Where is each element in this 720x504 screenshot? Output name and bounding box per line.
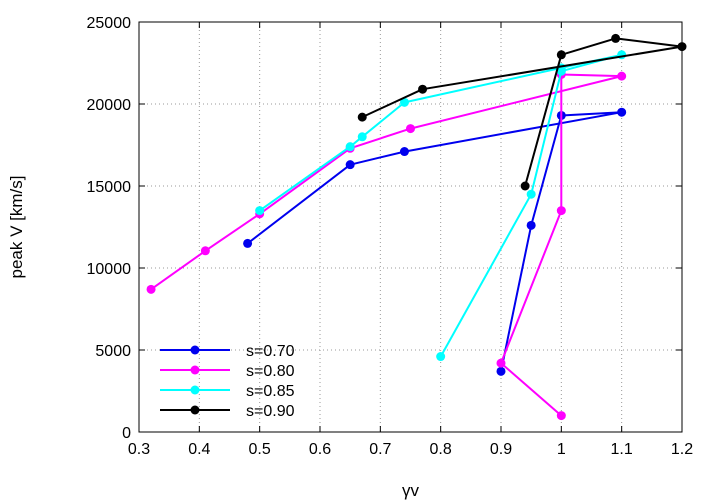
y-tick-label: 5000 — [95, 343, 131, 360]
data-point — [436, 352, 446, 362]
legend-label: s=0.85 — [246, 383, 295, 400]
x-tick-label: 1.2 — [671, 441, 693, 458]
x-tick-label: 0.8 — [430, 441, 452, 458]
legend-label: s=0.90 — [246, 403, 295, 420]
data-point — [345, 142, 355, 152]
data-point — [200, 246, 210, 256]
data-point — [520, 181, 530, 191]
series-line — [361, 37, 683, 187]
series-line — [259, 53, 623, 358]
data-point — [146, 284, 156, 294]
data-point — [357, 112, 367, 122]
x-tick-label: 0.3 — [128, 441, 150, 458]
y-tick-label: 20000 — [87, 97, 132, 114]
series-s=0.80 — [146, 69, 627, 421]
data-point — [556, 411, 566, 421]
y-tick-label: 10000 — [87, 261, 132, 278]
legend-item: s=0.85 — [160, 383, 295, 400]
x-tick-label: 1 — [557, 441, 566, 458]
legend-label: s=0.80 — [246, 363, 295, 380]
data-point — [617, 71, 627, 81]
x-tick-label: 1.1 — [611, 441, 633, 458]
x-tick-label: 0.6 — [309, 441, 331, 458]
legend-marker — [190, 385, 200, 395]
y-tick-label: 25000 — [87, 15, 132, 32]
data-point — [406, 124, 415, 134]
x-tick-label: 0.7 — [369, 441, 391, 458]
legend-item: s=0.80 — [160, 363, 295, 380]
legend-label: s=0.70 — [246, 343, 295, 360]
data-point — [611, 33, 621, 43]
legend-marker — [190, 405, 200, 415]
legend-item: s=0.70 — [160, 343, 295, 360]
legend-marker — [190, 345, 200, 355]
legend: s=0.70 s=0.80 s=0.85 s=0.90 — [160, 343, 295, 420]
data-point — [617, 107, 627, 117]
x-tick-label: 0.5 — [249, 441, 271, 458]
y-tick-label: 0 — [122, 425, 131, 442]
legend-item: s=0.90 — [160, 403, 295, 420]
data-point — [345, 160, 355, 170]
data-point — [556, 206, 566, 216]
data-point — [399, 147, 409, 157]
y-tick-label: 15000 — [87, 179, 132, 196]
data-point — [526, 189, 536, 199]
data-point — [496, 366, 506, 376]
data-point — [418, 84, 428, 94]
data-point — [526, 220, 536, 230]
x-tick-label: 0.9 — [490, 441, 512, 458]
data-point — [243, 238, 253, 248]
data-point — [255, 206, 265, 216]
plot-frame — [138, 21, 683, 433]
series-line — [150, 73, 623, 417]
data-point — [556, 66, 566, 76]
axis-ticks: 0.3 0.4 0.5 0.6 0.7 0.8 0.9 1 1.1 1.2 0 5000 10000 15… — [87, 15, 694, 458]
grid — [139, 22, 682, 432]
x-axis-title: γv — [402, 481, 420, 500]
x-tick-label: 0.4 — [188, 441, 210, 458]
series-s=0.70 — [243, 107, 627, 376]
data-point — [357, 132, 367, 142]
y-axis-title: peak V [km/s] — [7, 176, 26, 279]
series-line — [246, 111, 623, 372]
data-point — [399, 97, 409, 107]
legend-marker — [190, 365, 200, 375]
plot-series — [146, 33, 687, 421]
data-point — [496, 358, 506, 368]
data-point — [556, 50, 566, 60]
series-s=0.90 — [357, 33, 687, 191]
